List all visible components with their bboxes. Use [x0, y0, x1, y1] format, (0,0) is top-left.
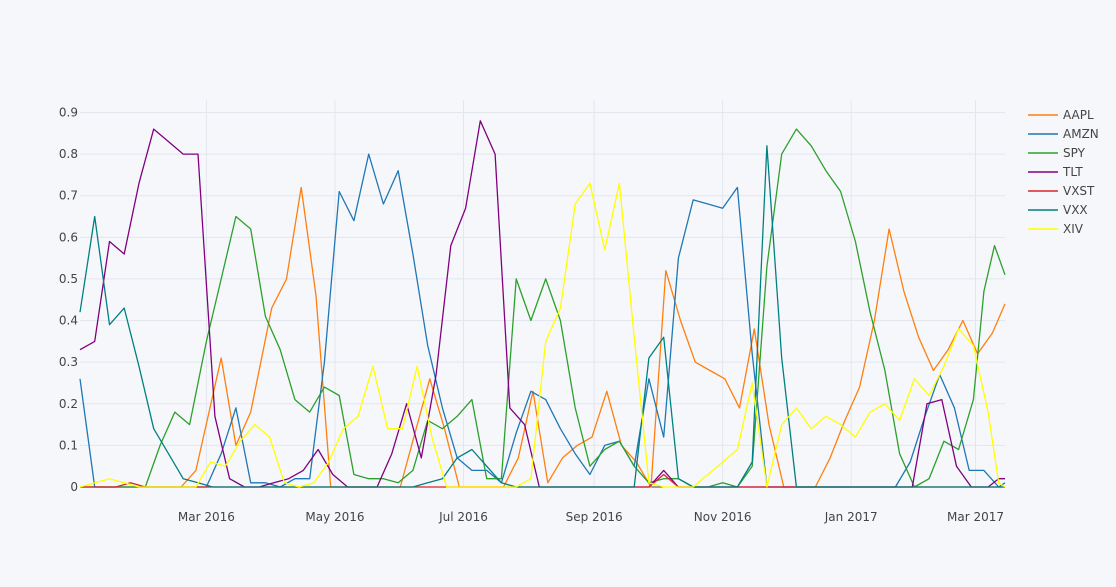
series-line-vxx[interactable] — [79, 145, 1005, 488]
y-tick-label: 0 — [70, 480, 78, 494]
y-tick-label: 0.7 — [59, 189, 78, 203]
y-tick-label: 0.5 — [59, 272, 78, 286]
legend[interactable]: AAPL AMZN SPY TLT VXST VXX XIV — [1028, 108, 1099, 236]
legend-label: XIV — [1063, 222, 1084, 236]
legend-item-tlt[interactable]: TLT — [1028, 165, 1083, 179]
y-tick-label: 0.3 — [59, 355, 78, 369]
y-tick-label: 0.1 — [59, 438, 78, 452]
series-line-xiv[interactable] — [79, 182, 1006, 488]
series-line-spy[interactable] — [80, 128, 1006, 488]
y-tick-label: 0.4 — [59, 314, 78, 328]
legend-item-amzn[interactable]: AMZN — [1028, 127, 1099, 141]
legend-label: AMZN — [1063, 127, 1099, 141]
x-tick-label: Jan 2017 — [824, 510, 878, 524]
legend-item-vxx[interactable]: VXX — [1028, 203, 1088, 217]
legend-item-aapl[interactable]: AAPL — [1028, 108, 1094, 122]
legend-item-xiv[interactable]: XIV — [1028, 222, 1084, 236]
series-line-aapl[interactable] — [80, 186, 1006, 488]
x-axis: Mar 2016 May 2016 Jul 2016 Sep 2016 Nov 2016… — [178, 510, 1004, 524]
legend-label: SPY — [1063, 146, 1086, 160]
x-tick-label: Mar 2016 — [178, 510, 235, 524]
legend-label: TLT — [1062, 165, 1083, 179]
y-axis: 0 0.1 0.2 0.3 0.4 0.5 0.6 0.7 0.8 0.9 — [59, 105, 78, 494]
legend-label: VXST — [1063, 184, 1095, 198]
series-lines — [79, 120, 1006, 488]
legend-item-vxst[interactable]: VXST — [1028, 184, 1095, 198]
x-tick-label: Sep 2016 — [566, 510, 623, 524]
legend-item-spy[interactable]: SPY — [1028, 146, 1086, 160]
legend-label: VXX — [1063, 203, 1088, 217]
legend-label: AAPL — [1063, 108, 1094, 122]
y-tick-label: 0.2 — [59, 397, 78, 411]
y-tick-label: 0.6 — [59, 230, 78, 244]
y-tick-label: 0.9 — [59, 105, 78, 119]
x-tick-label: Jul 2016 — [438, 510, 488, 524]
x-tick-label: Mar 2017 — [947, 510, 1004, 524]
y-tick-label: 0.8 — [59, 147, 78, 161]
x-tick-label: Nov 2016 — [694, 510, 752, 524]
x-tick-label: May 2016 — [305, 510, 364, 524]
